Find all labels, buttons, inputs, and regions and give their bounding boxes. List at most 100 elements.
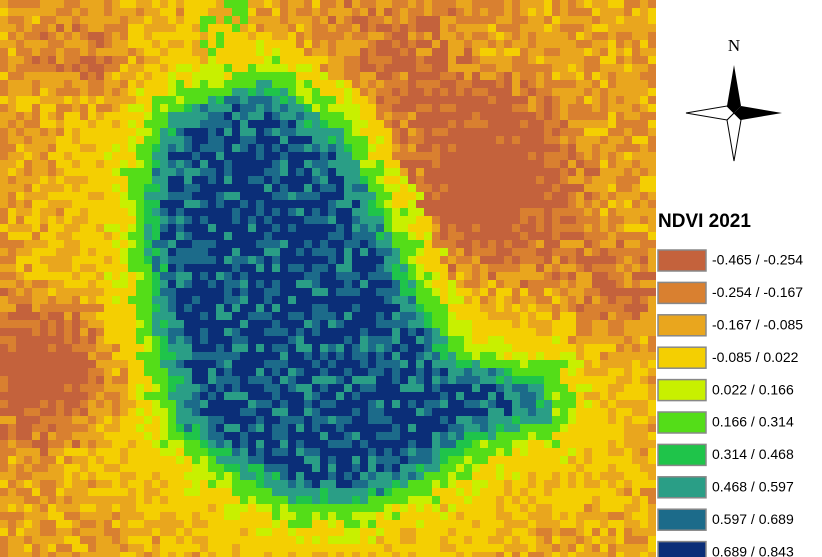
raster-cell bbox=[512, 288, 520, 296]
raster-cell bbox=[0, 352, 8, 360]
raster-cell bbox=[640, 136, 648, 144]
raster-cell bbox=[128, 32, 136, 40]
raster-cell bbox=[328, 96, 336, 104]
raster-cell bbox=[384, 176, 392, 184]
raster-cell bbox=[40, 480, 48, 488]
raster-cell bbox=[648, 8, 656, 16]
raster-cell bbox=[648, 112, 656, 120]
raster-cell bbox=[504, 112, 512, 120]
raster-cell bbox=[264, 272, 272, 280]
raster-cell bbox=[360, 440, 368, 448]
raster-cell bbox=[56, 224, 64, 232]
raster-cell bbox=[240, 32, 248, 40]
raster-cell bbox=[520, 248, 528, 256]
raster-cell bbox=[424, 88, 432, 96]
raster-cell bbox=[136, 48, 144, 56]
raster-cell bbox=[128, 168, 136, 176]
raster-cell bbox=[112, 344, 120, 352]
raster-cell bbox=[288, 384, 296, 392]
raster-cell bbox=[560, 160, 568, 168]
raster-cell bbox=[392, 112, 400, 120]
raster-cell bbox=[8, 32, 16, 40]
raster-cell bbox=[320, 8, 328, 16]
raster-cell bbox=[184, 128, 192, 136]
raster-cell bbox=[544, 168, 552, 176]
raster-cell bbox=[368, 312, 376, 320]
raster-cell bbox=[160, 360, 168, 368]
raster-cell bbox=[200, 304, 208, 312]
raster-cell bbox=[144, 128, 152, 136]
raster-cell bbox=[328, 392, 336, 400]
raster-cell bbox=[600, 216, 608, 224]
raster-cell bbox=[16, 64, 24, 72]
raster-cell bbox=[320, 424, 328, 432]
raster-cell bbox=[448, 288, 456, 296]
raster-cell bbox=[416, 320, 424, 328]
raster-cell bbox=[184, 120, 192, 128]
raster-cell bbox=[616, 96, 624, 104]
raster-cell bbox=[256, 128, 264, 136]
raster-cell bbox=[552, 248, 560, 256]
raster-cell bbox=[0, 248, 8, 256]
raster-cell bbox=[520, 8, 528, 16]
raster-cell bbox=[160, 96, 168, 104]
raster-cell bbox=[280, 448, 288, 456]
raster-cell bbox=[520, 112, 528, 120]
raster-cell bbox=[72, 336, 80, 344]
raster-cell bbox=[376, 344, 384, 352]
raster-cell bbox=[440, 184, 448, 192]
raster-cell bbox=[48, 392, 56, 400]
raster-cell bbox=[608, 120, 616, 128]
raster-cell bbox=[520, 184, 528, 192]
raster-cell bbox=[16, 256, 24, 264]
raster-cell bbox=[224, 168, 232, 176]
raster-cell bbox=[560, 440, 568, 448]
raster-cell bbox=[392, 352, 400, 360]
raster-cell bbox=[152, 448, 160, 456]
raster-cell bbox=[328, 352, 336, 360]
raster-cell bbox=[488, 272, 496, 280]
raster-cell bbox=[544, 72, 552, 80]
raster-cell bbox=[648, 168, 656, 176]
raster-cell bbox=[504, 64, 512, 72]
raster-cell bbox=[456, 40, 464, 48]
raster-cell bbox=[88, 128, 96, 136]
raster-cell bbox=[144, 56, 152, 64]
raster-cell bbox=[48, 128, 56, 136]
raster-cell bbox=[352, 368, 360, 376]
raster-cell bbox=[464, 424, 472, 432]
raster-cell bbox=[56, 264, 64, 272]
raster-cell bbox=[168, 176, 176, 184]
raster-cell bbox=[232, 176, 240, 184]
raster-cell bbox=[632, 304, 640, 312]
raster-cell bbox=[8, 328, 16, 336]
raster-cell bbox=[40, 328, 48, 336]
raster-cell bbox=[304, 168, 312, 176]
raster-cell bbox=[544, 312, 552, 320]
raster-cell bbox=[232, 320, 240, 328]
raster-cell bbox=[216, 192, 224, 200]
raster-cell bbox=[456, 400, 464, 408]
raster-cell bbox=[616, 216, 624, 224]
raster-cell bbox=[104, 320, 112, 328]
raster-cell bbox=[272, 472, 280, 480]
raster-cell bbox=[440, 136, 448, 144]
raster-cell bbox=[448, 104, 456, 112]
raster-cell bbox=[216, 416, 224, 424]
raster-cell bbox=[584, 272, 592, 280]
raster-cell bbox=[440, 480, 448, 488]
raster-cell bbox=[440, 128, 448, 136]
raster-cell bbox=[560, 280, 568, 288]
ndvi-raster bbox=[0, 0, 656, 557]
raster-cell bbox=[88, 88, 96, 96]
raster-cell bbox=[144, 280, 152, 288]
raster-cell bbox=[32, 480, 40, 488]
raster-cell bbox=[552, 104, 560, 112]
raster-cell bbox=[376, 160, 384, 168]
raster-cell bbox=[232, 192, 240, 200]
raster-cell bbox=[56, 344, 64, 352]
raster-cell bbox=[8, 144, 16, 152]
raster-cell bbox=[424, 296, 432, 304]
raster-cell bbox=[600, 320, 608, 328]
raster-cell bbox=[240, 80, 248, 88]
